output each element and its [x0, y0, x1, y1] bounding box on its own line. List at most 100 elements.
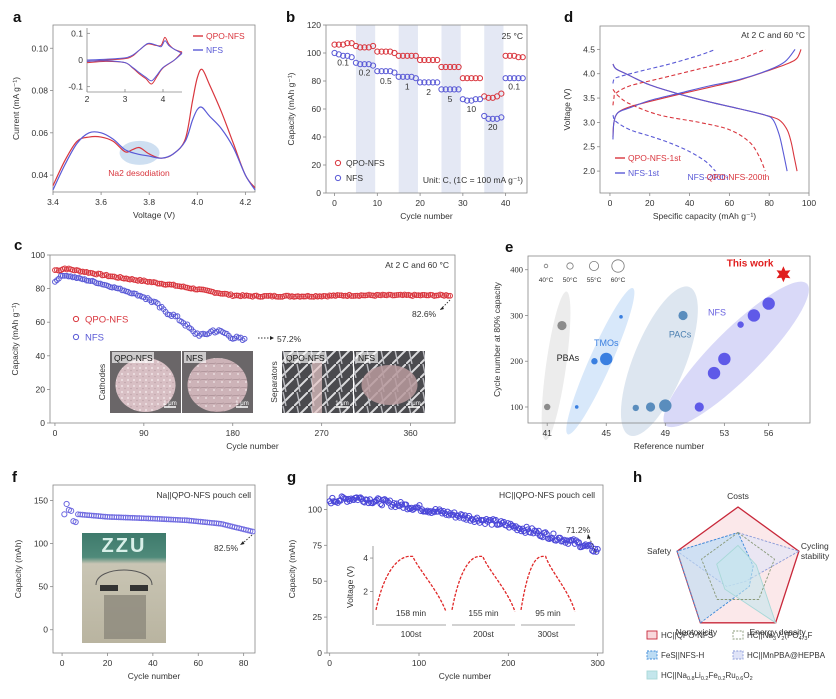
legend-text: (PO	[784, 631, 798, 640]
data-point-qpo-nfs	[365, 44, 372, 51]
radar-axis-label-cont: stability	[801, 551, 830, 561]
data-point-qpo-nfs	[427, 291, 434, 298]
x-tick-label: 0	[332, 198, 337, 208]
x-tick-label: 20	[645, 198, 655, 208]
fiber-coating	[312, 359, 322, 413]
x-tick-label: 53	[720, 428, 730, 438]
y-tick-label: 4.5	[583, 44, 595, 54]
data-point-qpo-nfs	[178, 283, 185, 290]
tile-label-bg	[112, 352, 154, 363]
data-point-nfs	[737, 321, 744, 328]
data-point-nfs	[335, 51, 342, 58]
plot-frame	[52, 484, 256, 654]
data-point-nfs	[694, 402, 704, 412]
data-point-qpo-nfs	[348, 40, 355, 47]
panel-e: 41 45 49 53 56 100 200 300 400 Reference number Cy…	[492, 239, 811, 451]
data-point	[378, 502, 386, 509]
panel-label: a	[13, 9, 22, 26]
data-point-qpo-nfs	[107, 273, 114, 280]
retention-nfs-label: 57.2%	[277, 334, 302, 344]
data-point-tmos	[619, 315, 623, 319]
x-axis-label: Voltage (V)	[133, 210, 175, 220]
data-point-qpo-nfs	[219, 290, 226, 297]
data-point-qpo-nfs	[369, 42, 377, 50]
voltage-profile	[375, 555, 447, 612]
legend-text: HC||Na	[661, 671, 687, 680]
data-point-nfs	[412, 75, 419, 82]
y-tick-label: 100	[510, 402, 523, 412]
na2-desodiation-highlight	[119, 140, 160, 165]
data-point-qpo-nfs	[144, 279, 151, 285]
x-tick-label: 300	[591, 658, 605, 668]
data-point-qpo-nfs	[446, 63, 454, 71]
legend-marker	[334, 159, 342, 167]
this-work-label: This work	[727, 259, 774, 270]
legend-text: Fe	[708, 671, 718, 680]
charge-curve-qpo-nfs-1st	[612, 49, 802, 138]
data-point-qpo-nfs	[357, 44, 364, 51]
data-point-qpo-nfs	[445, 292, 451, 299]
data-point-qpo-nfs	[395, 52, 402, 59]
inset-y-label: Voltage (V)	[345, 566, 355, 608]
x-tick-label: 180	[226, 428, 240, 438]
data-point-qpo-nfs	[174, 283, 181, 289]
data-point-qpo-nfs	[391, 49, 398, 57]
panel-label: g	[287, 469, 296, 486]
legend-swatch	[646, 630, 658, 640]
legend-label: NFS	[346, 173, 363, 183]
radar-axis-label: Nontoxicity	[676, 627, 718, 637]
data-point-qpo-nfs	[231, 292, 238, 299]
subscript: 0.2	[701, 676, 709, 682]
data-point-pacs	[678, 310, 688, 321]
y-axis-label: Voltage (V)	[562, 88, 572, 130]
subscript: 3	[804, 636, 807, 642]
legend-swatch	[646, 650, 658, 660]
data-point-qpo-nfs	[306, 293, 313, 300]
data-point-qpo-nfs	[251, 292, 258, 299]
x-tick-label: 200	[501, 658, 515, 668]
data-point-pacs	[632, 404, 639, 412]
legend-label: HC||Na3V2(PO4)3F	[747, 631, 812, 642]
data-point-qpo-nfs	[275, 293, 282, 300]
data-point-nfs	[202, 331, 208, 338]
data-point-nfs	[515, 75, 522, 82]
data-point-nfs	[374, 68, 381, 75]
cell-note: Na||QPO-NFS pouch cell	[156, 490, 251, 500]
photo-wire	[95, 569, 153, 586]
x-tick-label: 40	[501, 198, 511, 208]
y-tick-label: 0.06	[31, 128, 48, 138]
data-point-nfs	[119, 287, 126, 294]
data-point-qpo-nfs	[476, 75, 484, 82]
data-point-qpo-nfs	[196, 286, 203, 293]
data-point-nfs	[446, 86, 454, 93]
data-point-qpo-nfs	[464, 75, 471, 82]
photo-tab	[130, 585, 148, 591]
legend-text: V	[776, 631, 782, 640]
data-point-qpo-nfs	[344, 40, 351, 47]
arrow-head	[270, 336, 274, 340]
group-ellipse-tmos	[566, 288, 635, 435]
data-point-nfs	[95, 280, 102, 287]
data-point-qpo-nfs	[485, 94, 492, 101]
x-tick-label: 3.8	[143, 197, 155, 207]
y-tick-label: 3.5	[583, 93, 595, 103]
legend-text: HC||Na	[747, 631, 773, 640]
data-point-qpo-nfs	[340, 41, 347, 48]
data-point	[498, 518, 505, 525]
plot-frame	[49, 254, 456, 424]
data-point-qpo-nfs	[298, 293, 305, 300]
series-line-nfs	[52, 106, 256, 191]
x-axis-label: Cycle number	[128, 671, 181, 681]
data-point-qpo-nfs	[361, 44, 368, 51]
x-tick-label: 60	[725, 198, 735, 208]
annotation-na2-desodiation: Na2 desodiation	[108, 168, 170, 178]
group-label-pacs: PACs	[669, 329, 692, 339]
y-tick-label: 0.04	[31, 170, 48, 180]
legend-swatch	[646, 670, 658, 680]
legend-text: Ru	[725, 671, 735, 680]
data-point-qpo-nfs	[212, 290, 218, 296]
rate-label: 0.1	[337, 58, 349, 68]
data-point-qpo-nfs	[85, 270, 92, 276]
data-point-qpo-nfs	[217, 290, 224, 297]
data-point-nfs	[382, 68, 389, 75]
